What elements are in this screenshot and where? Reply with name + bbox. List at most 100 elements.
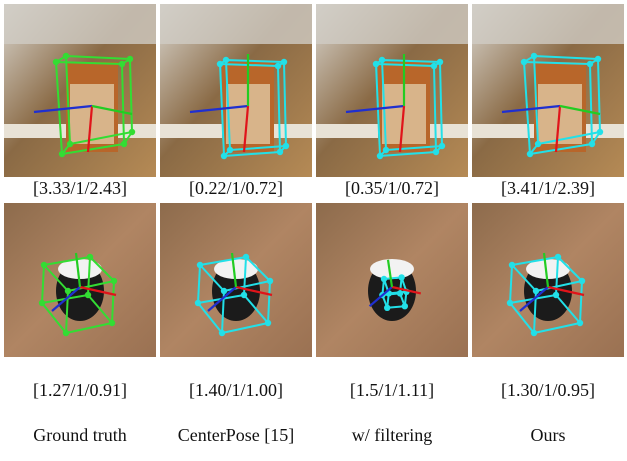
bbox-edge [65,55,71,145]
bbox-corner [534,140,542,148]
bbox-edge [379,151,437,157]
pose-axis [368,286,393,308]
bbox-edge [111,280,115,324]
bbox-corner [40,261,48,269]
bbox-corner [378,56,386,64]
bbox-corner [220,152,228,160]
bbox-corner [264,319,272,327]
bbox-corner [380,275,388,283]
bbox-edge [225,59,285,63]
bbox-edge [197,264,201,304]
bbox-corner [110,277,118,285]
bbox-edge [43,264,69,292]
bbox-edge [533,322,581,334]
column-label: Ground truth [33,425,127,445]
bbox-edge [511,264,537,292]
bbox-corner [554,253,562,261]
bbox-edge [509,264,513,304]
pose-axis [398,105,406,153]
bbox-edge [243,294,269,324]
bbox-edge [433,65,437,153]
image-panel [4,203,156,357]
bbox-corner [530,329,538,337]
bbox-edge [245,256,271,282]
bbox-edge [381,59,387,151]
bbox-edge [267,280,271,324]
shelf-books [316,4,468,44]
pose-axis [519,286,549,312]
bbox-edge [41,264,45,304]
pose-axis [554,105,562,153]
bbox-corner [576,319,584,327]
bbox-corner [596,128,604,136]
bbox-corner [432,148,440,156]
bbox-corner [126,55,134,63]
bbox-edge [555,294,581,324]
bbox-edge [199,256,247,266]
bbox-corner [274,62,282,70]
caption: [0.22/1/0.72] [189,178,283,198]
bbox-corner [128,128,136,136]
bbox-corner [520,58,528,66]
column-label: CenterPose [15] [178,425,294,445]
pose-axis [547,285,585,297]
bbox-corner [506,299,514,307]
bbox-corner [396,290,404,297]
pose-axis [74,252,82,288]
bbox-corner [62,329,70,337]
bbox-corner [216,60,224,68]
pose-axis [391,285,422,295]
image-panel [160,4,312,177]
caption: [1.27/1/0.91] [33,380,127,400]
bbox-edge [219,63,225,157]
shelf-books [160,4,312,44]
bbox-corner [282,142,290,150]
bbox-corner [226,146,234,154]
bbox-edge [579,280,583,324]
bbox-corner [222,56,230,64]
bbox-edge [41,302,67,334]
bbox-corner [586,60,594,68]
bbox-edge [557,256,583,282]
bbox-edge [65,322,113,334]
pose-axis [230,252,238,288]
bbox-corner [376,152,384,160]
bbox-corner [84,291,92,299]
pose-axis [51,286,81,312]
bbox-corner [594,55,602,63]
bbox-corner [276,148,284,156]
pose-axis [235,285,273,297]
bbox-edge [381,59,441,63]
bbox-corner [64,287,72,295]
bbox-corner [438,142,446,150]
image-panel [4,4,156,177]
bbox-edge [197,302,223,334]
bbox-corner [384,304,391,311]
image-panel [316,4,468,177]
bbox-corner [508,261,516,269]
bbox-corner [118,60,126,68]
bbox-edge [439,61,443,147]
bbox-edge [229,145,287,151]
bbox-edge [65,55,131,60]
bbox-corner [220,287,228,295]
bbox-edge [225,59,231,151]
pose-axis [79,285,117,297]
bbox-corner [578,277,586,285]
caption: [0.35/1/0.72] [345,178,439,198]
pose-axis [91,104,133,116]
pose-axis [86,105,94,153]
bbox-edge [121,63,125,145]
bbox-corner [266,277,274,285]
bbox-edge [523,61,531,155]
pose-axis [242,105,250,153]
bbox-corner [280,58,288,66]
bbox-corner [108,319,116,327]
column-label: Ours [531,425,566,445]
bbox-corner [382,146,390,154]
shelf-books [472,4,624,44]
bbox-corner [401,303,408,310]
bbox-edge [537,131,601,145]
bbox-edge [529,143,593,155]
